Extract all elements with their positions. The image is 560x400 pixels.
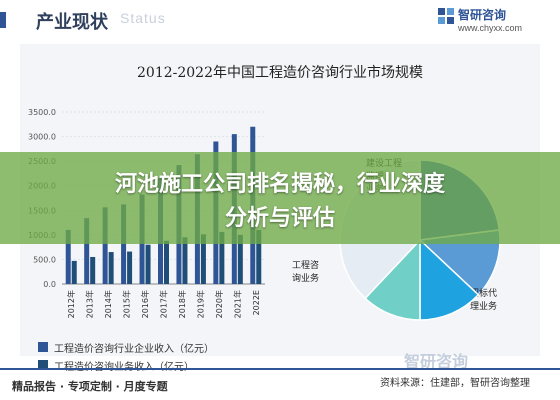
- y-tick-label: 3000.0: [28, 133, 56, 142]
- x-tick-label: 2013年: [85, 290, 95, 318]
- footer: 精品报告 · 专项定制 · 月度专题 资料来源：住建部，智研咨询整理: [0, 372, 560, 400]
- y-tick-label: 0.0: [43, 280, 56, 289]
- headline-banner: 河池施工公司排名揭秘，行业深度 分析与评估: [0, 152, 560, 244]
- bar-business: [108, 252, 114, 284]
- chart-title: 2012-2022年中国工程造价咨询行业市场规模: [137, 65, 423, 81]
- bar-business: [182, 237, 188, 284]
- footer-tags: 精品报告 · 专项定制 · 月度专题: [12, 380, 168, 393]
- legend-swatch-income: [38, 342, 48, 352]
- x-tick-label: 2020年: [214, 290, 224, 318]
- bar-business: [71, 260, 77, 284]
- bar-income: [65, 229, 71, 284]
- pie-slice: [419, 238, 480, 321]
- x-tick-label: 2012年: [66, 290, 76, 318]
- bar-business: [90, 256, 96, 284]
- footer-source: 资料来源：住建部，智研咨询整理: [380, 378, 530, 389]
- x-tick-label: 2017年: [159, 290, 169, 318]
- legend-label-income: 工程造价咨询行业企业收入（亿元）: [54, 344, 214, 355]
- pie-slice-label: 工程咨询业务: [292, 259, 319, 284]
- page-title: 产业现状: [36, 12, 108, 33]
- bar-income: [121, 204, 127, 284]
- brand-url: www.chyxx.com: [458, 23, 523, 33]
- y-tick-label: 3500.0: [28, 108, 56, 117]
- bar-business: [200, 234, 206, 284]
- legend-label-business: 工程造价咨询业务收入（亿元）: [54, 358, 194, 373]
- bar-income: [84, 218, 90, 284]
- bar-business: [145, 244, 151, 284]
- pie-slice: [364, 238, 421, 321]
- brand-logo-icon: [438, 8, 454, 24]
- bar-business: [219, 231, 225, 284]
- bar-business: [164, 240, 169, 284]
- x-tick-label: 2021年: [232, 290, 242, 318]
- bar-business: [256, 229, 262, 284]
- header-ghost-text: Status: [120, 10, 166, 26]
- footer-watermark: 智研咨询: [404, 352, 469, 371]
- x-tick-label: 2022E: [252, 290, 261, 315]
- x-tick-label: 2014年: [103, 290, 113, 318]
- brand: 智研咨询 www.chyxx.com: [438, 6, 548, 36]
- brand-name: 智研咨询: [458, 8, 507, 22]
- bar-business: [127, 251, 133, 284]
- bar-income: [102, 207, 108, 284]
- footer-divider: [0, 368, 560, 370]
- header: 产业现状 Status 智研咨询 www.chyxx.com: [0, 0, 560, 40]
- y-tick-label: 500.0: [33, 255, 56, 264]
- x-tick-label: 2018年: [177, 290, 187, 318]
- bar-business: [237, 234, 243, 284]
- headline-line-2: 分析与评估: [224, 206, 335, 231]
- x-tick-label: 2019年: [195, 290, 205, 318]
- header-accent-bar: [0, 12, 6, 28]
- x-tick-label: 2016年: [140, 290, 150, 318]
- legend-swatch-business: [38, 360, 48, 370]
- headline-line-1: 河池施工公司排名揭秘，行业深度: [114, 172, 445, 197]
- x-tick-label: 2015年: [122, 290, 132, 318]
